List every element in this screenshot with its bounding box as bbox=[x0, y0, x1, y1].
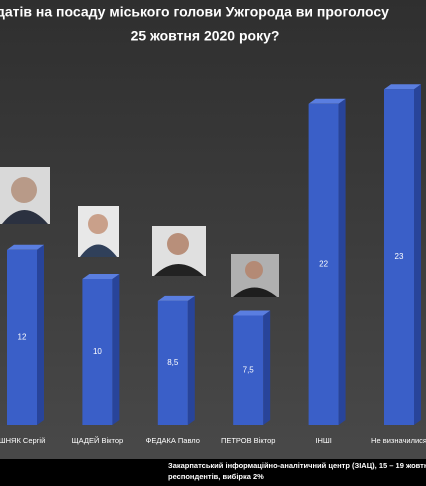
x-tick-label: ПЕТРОВ Віктор bbox=[221, 436, 275, 445]
bar-side bbox=[37, 244, 44, 425]
bar bbox=[308, 103, 339, 426]
bar-side bbox=[263, 310, 271, 425]
bar-top bbox=[233, 310, 271, 316]
bar-side bbox=[338, 98, 346, 426]
bar bbox=[82, 279, 113, 425]
bar-top bbox=[82, 274, 120, 279]
x-tick-label: ШНЯК Сергій bbox=[0, 436, 45, 445]
bar-top bbox=[308, 98, 346, 104]
data-label: 22 bbox=[319, 260, 328, 269]
x-tick-label: ФЕДАКА Павло bbox=[146, 436, 200, 445]
data-label: 8,5 bbox=[167, 358, 179, 367]
photos bbox=[0, 167, 279, 297]
data-label: 10 bbox=[93, 347, 102, 356]
bar bbox=[7, 249, 37, 425]
source-note: Закарпатський інформаційно-аналітичний ц… bbox=[168, 461, 426, 470]
data-label: 12 bbox=[18, 333, 27, 342]
bar-side bbox=[112, 274, 120, 425]
data-label: 23 bbox=[395, 252, 404, 261]
bar-top bbox=[157, 295, 195, 301]
chart-title: датів на посаду міського голови Ужгорода… bbox=[0, 4, 389, 20]
bar bbox=[157, 300, 188, 425]
bar-side bbox=[187, 295, 195, 425]
bar-side bbox=[414, 84, 421, 425]
bar-top bbox=[7, 244, 44, 250]
bar-top bbox=[384, 84, 421, 90]
chart-title: 25 жовтня 2020 року? bbox=[131, 28, 280, 44]
data-label: 7,5 bbox=[243, 365, 255, 374]
bar bbox=[233, 315, 264, 425]
x-tick-label: ІНШІ bbox=[315, 436, 331, 445]
source-note: респондентів, вибірка 2% bbox=[168, 472, 264, 481]
x-tick-label: ЩАДЕЙ Віктор bbox=[72, 436, 124, 445]
bar bbox=[384, 89, 414, 425]
footer-band bbox=[0, 459, 426, 486]
x-tick-label: Не визначилися bbox=[371, 436, 426, 445]
